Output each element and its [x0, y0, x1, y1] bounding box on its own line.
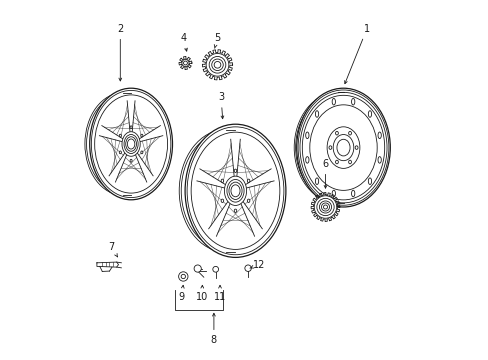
Ellipse shape	[124, 135, 138, 153]
Ellipse shape	[211, 59, 223, 71]
Ellipse shape	[294, 93, 381, 203]
Ellipse shape	[183, 61, 187, 65]
Ellipse shape	[141, 151, 142, 154]
Text: 2: 2	[117, 24, 123, 81]
Ellipse shape	[321, 203, 329, 211]
Ellipse shape	[194, 265, 201, 272]
Ellipse shape	[187, 127, 284, 255]
Ellipse shape	[206, 54, 228, 76]
Ellipse shape	[209, 57, 225, 73]
Ellipse shape	[181, 132, 269, 249]
Ellipse shape	[326, 127, 359, 168]
Ellipse shape	[298, 90, 388, 205]
Ellipse shape	[336, 139, 349, 156]
Ellipse shape	[127, 139, 135, 149]
Ellipse shape	[302, 95, 384, 200]
Ellipse shape	[86, 95, 159, 193]
Ellipse shape	[367, 111, 371, 117]
Ellipse shape	[179, 130, 271, 252]
Ellipse shape	[296, 88, 389, 207]
Text: 1: 1	[344, 24, 369, 84]
Ellipse shape	[141, 134, 142, 137]
Ellipse shape	[348, 160, 351, 164]
Ellipse shape	[299, 93, 386, 203]
Ellipse shape	[181, 274, 185, 279]
Ellipse shape	[309, 105, 376, 190]
Ellipse shape	[332, 135, 353, 161]
Ellipse shape	[125, 137, 136, 151]
Ellipse shape	[351, 98, 354, 105]
Ellipse shape	[331, 98, 335, 105]
Ellipse shape	[234, 169, 236, 172]
Ellipse shape	[328, 146, 331, 149]
Text: 8: 8	[210, 313, 217, 345]
Ellipse shape	[178, 272, 187, 281]
Ellipse shape	[244, 265, 251, 271]
Text: 4: 4	[180, 33, 187, 51]
Ellipse shape	[221, 199, 223, 202]
Ellipse shape	[323, 205, 327, 209]
Ellipse shape	[295, 94, 379, 201]
Ellipse shape	[305, 132, 308, 139]
Ellipse shape	[335, 160, 338, 164]
Ellipse shape	[119, 151, 121, 154]
Text: 11: 11	[213, 285, 225, 302]
Ellipse shape	[226, 180, 244, 202]
Ellipse shape	[228, 182, 242, 199]
Ellipse shape	[316, 198, 333, 216]
Text: 10: 10	[196, 285, 208, 302]
Ellipse shape	[247, 199, 249, 202]
Text: 9: 9	[178, 285, 184, 302]
Ellipse shape	[95, 95, 167, 193]
Ellipse shape	[367, 178, 371, 184]
Ellipse shape	[314, 196, 336, 218]
Text: 6: 6	[322, 159, 328, 188]
Text: 12: 12	[249, 260, 264, 270]
Ellipse shape	[234, 209, 236, 212]
Ellipse shape	[221, 179, 223, 183]
Ellipse shape	[315, 178, 318, 184]
Ellipse shape	[305, 157, 308, 163]
Ellipse shape	[377, 157, 381, 163]
Ellipse shape	[89, 88, 172, 200]
Ellipse shape	[377, 132, 381, 139]
Text: 3: 3	[218, 92, 224, 119]
Ellipse shape	[319, 201, 331, 213]
Ellipse shape	[130, 159, 132, 162]
Ellipse shape	[348, 131, 351, 135]
Text: 7: 7	[108, 242, 117, 257]
Ellipse shape	[185, 124, 285, 257]
Ellipse shape	[214, 62, 221, 68]
Ellipse shape	[212, 266, 218, 272]
Ellipse shape	[230, 185, 240, 197]
Text: 5: 5	[214, 33, 220, 48]
Ellipse shape	[224, 176, 246, 206]
Ellipse shape	[331, 190, 335, 197]
Ellipse shape	[354, 146, 357, 149]
Ellipse shape	[130, 126, 132, 129]
Ellipse shape	[91, 90, 170, 198]
Ellipse shape	[351, 190, 354, 197]
Ellipse shape	[191, 132, 279, 249]
Ellipse shape	[315, 111, 318, 117]
Ellipse shape	[119, 134, 121, 137]
Ellipse shape	[182, 59, 189, 67]
Ellipse shape	[85, 93, 161, 195]
Ellipse shape	[247, 179, 249, 183]
Ellipse shape	[122, 132, 140, 156]
Ellipse shape	[335, 131, 338, 135]
